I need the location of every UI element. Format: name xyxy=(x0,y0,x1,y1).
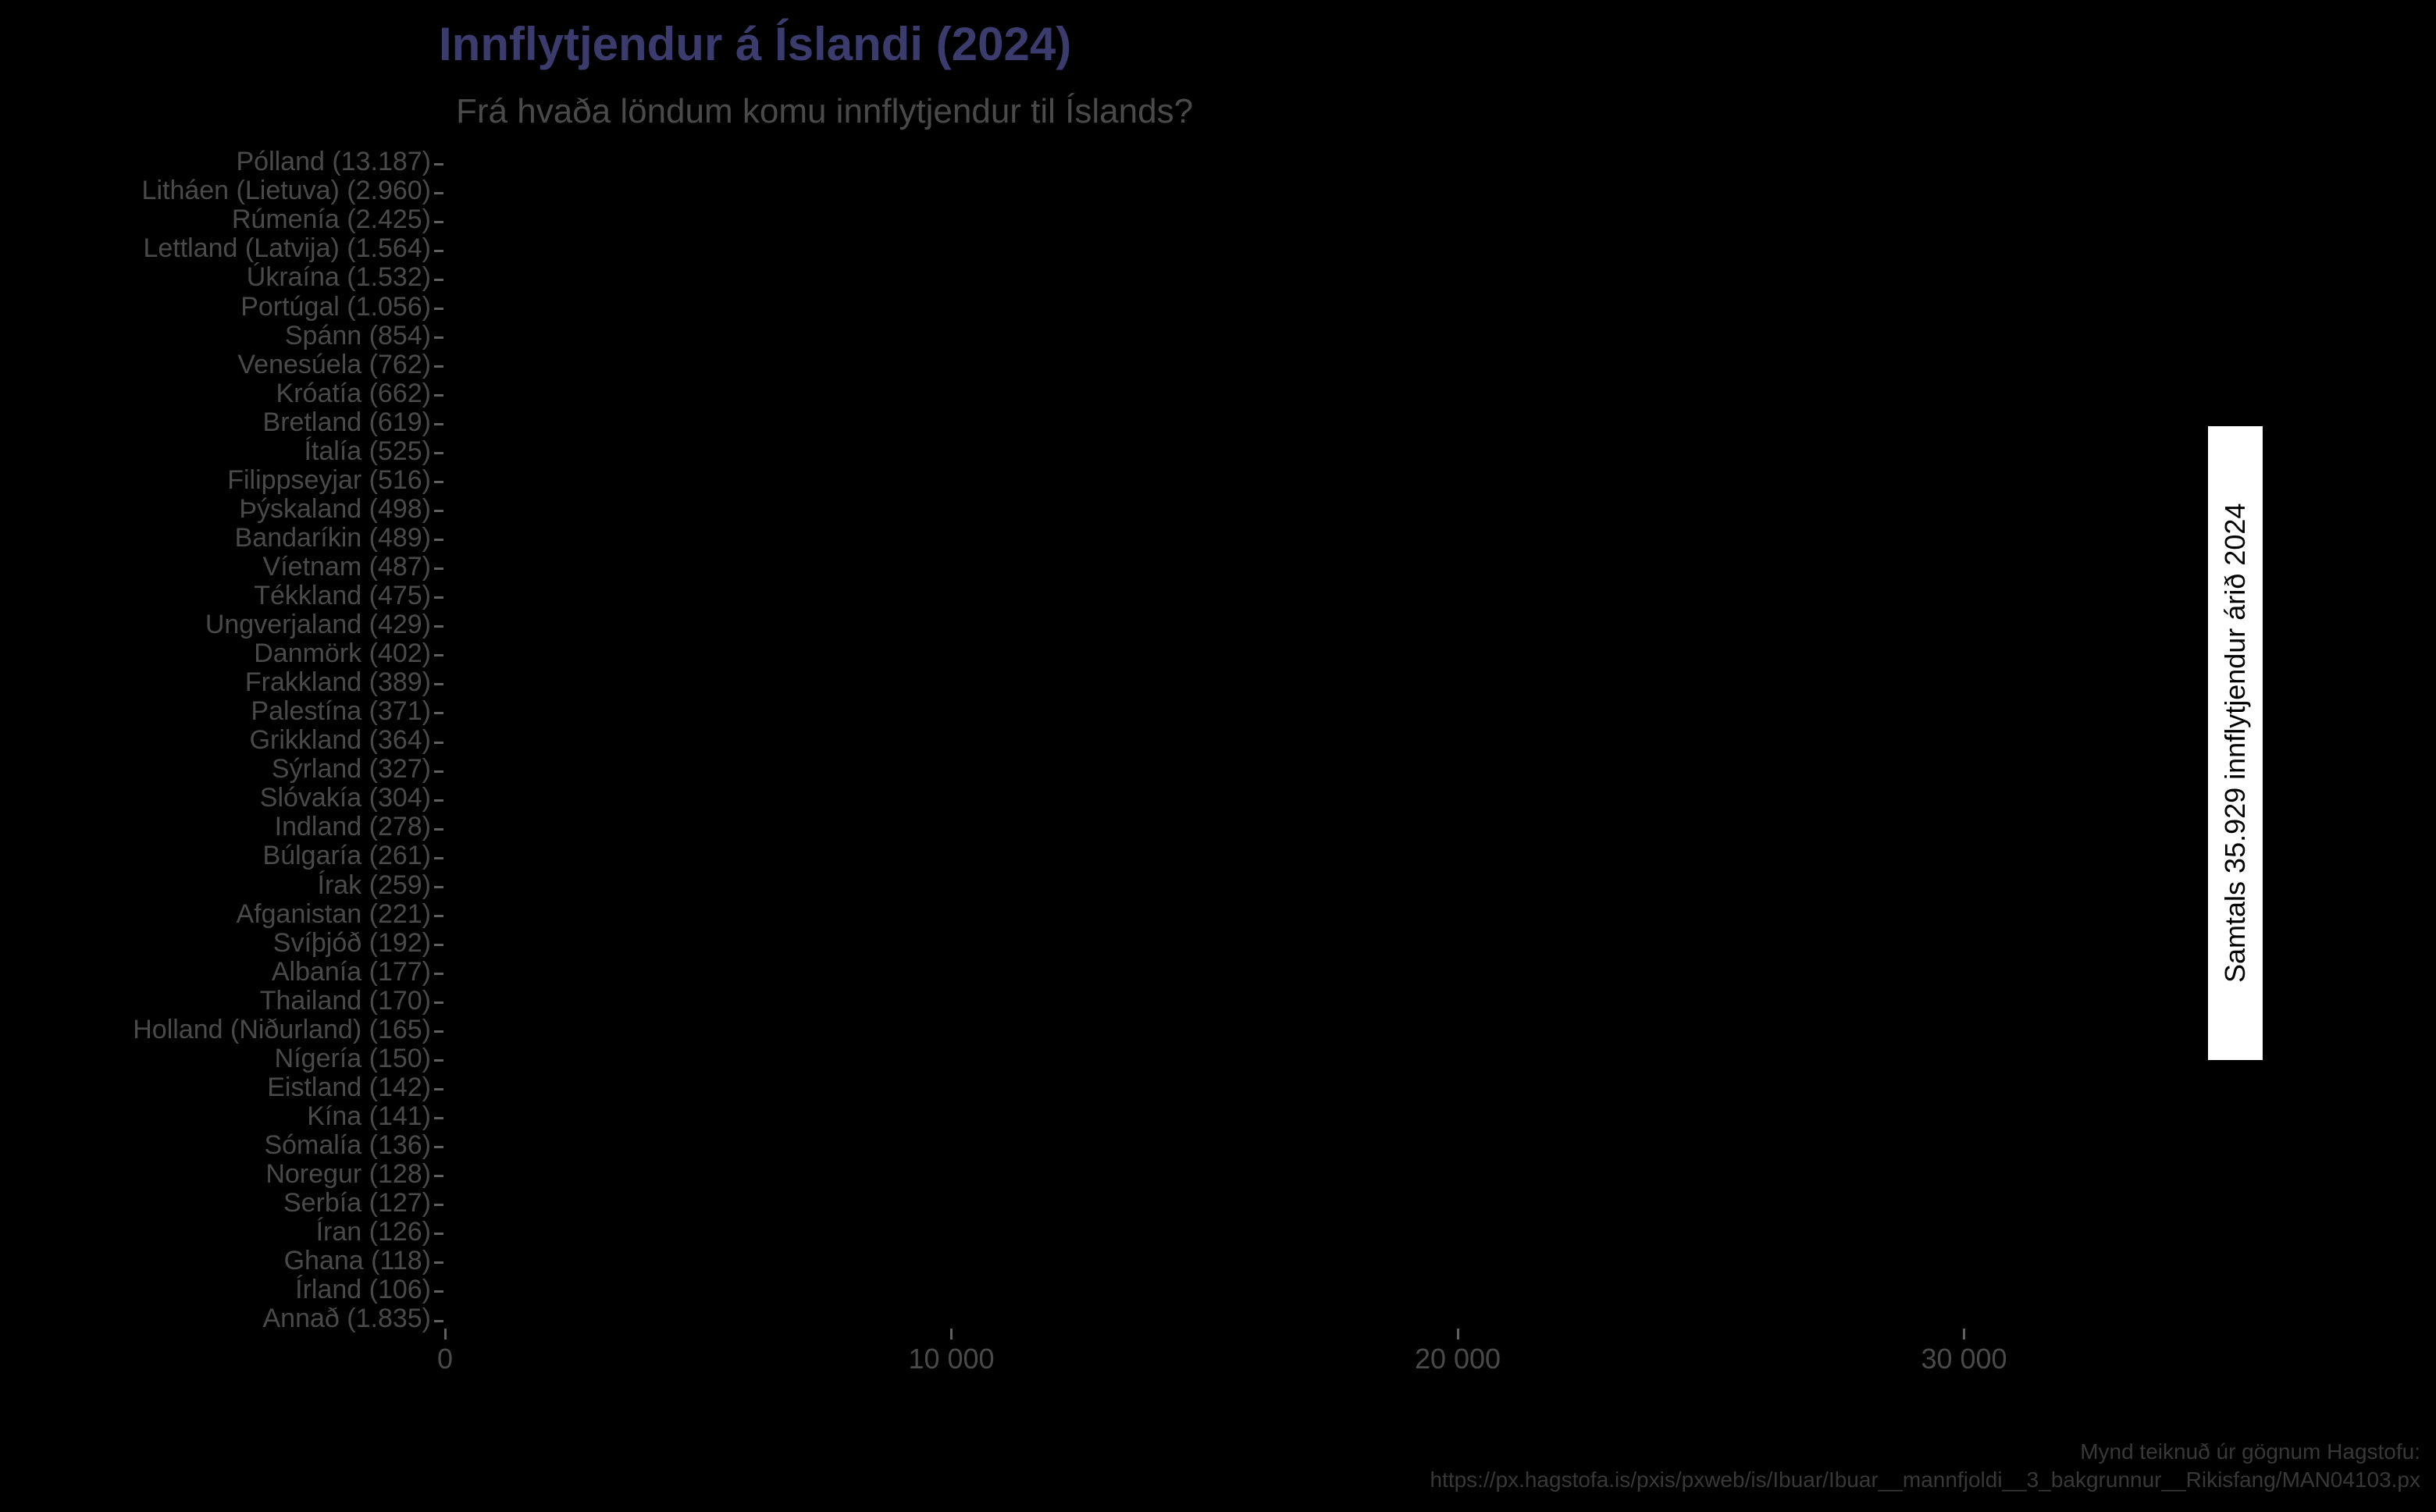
y-category-label: Lettland (Latvija) (1.564) xyxy=(143,235,431,263)
y-category-label: Bretland (619) xyxy=(263,409,431,437)
y-category-label: Írak (259) xyxy=(318,872,432,900)
y-category-label: Þýskaland (498) xyxy=(239,496,431,524)
y-category-label: Ghana (118) xyxy=(284,1247,431,1275)
y-category-label: Tékkland (475) xyxy=(254,582,431,610)
y-tick xyxy=(434,1175,443,1177)
y-tick xyxy=(434,250,443,252)
y-category-label: Víetnam (487) xyxy=(263,553,431,582)
y-category-label: Eistland (142) xyxy=(267,1074,431,1102)
y-category-label: Pólland (13.187) xyxy=(236,148,431,176)
y-category-label: Búlgaría (261) xyxy=(263,842,431,870)
y-category-label: Filippseyjar (516) xyxy=(227,467,431,495)
y-tick xyxy=(434,221,443,223)
y-category-label: Frakkland (389) xyxy=(245,669,431,697)
chart-title: Innflytjendur á Íslandi (2024) xyxy=(439,17,1071,71)
y-category-label: Indland (278) xyxy=(275,813,431,841)
y-tick xyxy=(434,308,443,310)
y-tick xyxy=(434,336,443,339)
y-tick xyxy=(434,423,443,425)
y-category-label: Bandaríkin (489) xyxy=(235,525,431,553)
y-tick xyxy=(434,1261,443,1264)
y-tick xyxy=(434,481,443,483)
y-tick xyxy=(434,1290,443,1293)
y-tick xyxy=(434,857,443,859)
y-category-label: Spánn (854) xyxy=(285,322,431,350)
y-category-label: Thailand (170) xyxy=(260,987,431,1016)
x-tick xyxy=(444,1329,447,1339)
y-category-label: Annað (1.835) xyxy=(263,1305,432,1333)
total-annotation: Samtals 35.929 innflytjendur árið 2024 xyxy=(2208,426,2263,1060)
y-tick xyxy=(434,683,443,685)
y-category-label: Íran (126) xyxy=(316,1218,431,1247)
y-tick xyxy=(434,452,443,454)
chart-subtitle: Frá hvaða löndum komu innflytjendur til … xyxy=(456,92,1193,131)
y-tick xyxy=(434,1146,443,1148)
y-tick xyxy=(434,365,443,368)
y-category-label: Svíþjóð (192) xyxy=(273,930,431,958)
x-tick-label: 0 xyxy=(437,1343,453,1375)
y-tick xyxy=(434,1088,443,1090)
y-tick xyxy=(434,539,443,541)
y-category-label: Afganistan (221) xyxy=(237,901,432,929)
y-category-label: Slóvakía (304) xyxy=(260,784,431,813)
y-tick xyxy=(434,1204,443,1206)
y-tick xyxy=(434,799,443,802)
y-tick xyxy=(434,1001,443,1004)
x-tick-label: 30 000 xyxy=(1921,1343,2007,1375)
y-tick xyxy=(434,1117,443,1119)
y-tick xyxy=(434,915,443,917)
y-tick xyxy=(434,1320,443,1322)
y-tick xyxy=(434,394,443,397)
y-category-label: Litháen (Lietuva) (2.960) xyxy=(142,177,431,205)
x-tick xyxy=(1457,1329,1459,1339)
y-tick xyxy=(434,944,443,946)
y-category-label: Úkraína (1.532) xyxy=(247,264,431,292)
x-tick-label: 10 000 xyxy=(908,1343,994,1375)
y-category-label: Albanía (177) xyxy=(272,959,431,987)
caption-line: https://px.hagstofa.is/pxis/pxweb/is/Ibu… xyxy=(1430,1468,2420,1492)
x-tick-label: 20 000 xyxy=(1415,1343,1501,1375)
y-tick xyxy=(434,596,443,599)
y-category-label: Nígería (150) xyxy=(275,1045,431,1073)
y-tick xyxy=(434,973,443,975)
y-tick xyxy=(434,279,443,281)
y-category-label: Serbía (127) xyxy=(283,1190,431,1218)
y-tick xyxy=(434,1059,443,1062)
y-category-label: Palestína (371) xyxy=(251,698,431,726)
x-tick xyxy=(1963,1329,1965,1339)
y-category-label: Danmörk (402) xyxy=(254,640,431,668)
y-tick xyxy=(434,742,443,744)
y-tick xyxy=(434,828,443,831)
chart-stage: Innflytjendur á Íslandi (2024) Frá hvaða … xyxy=(0,0,2436,1512)
y-category-label: Grikkland (364) xyxy=(250,727,431,755)
y-tick xyxy=(434,192,443,194)
y-category-label: Írland (106) xyxy=(295,1276,431,1304)
y-tick xyxy=(434,770,443,773)
y-category-label: Noregur (128) xyxy=(265,1161,431,1189)
y-category-label: Holland (Niðurland) (165) xyxy=(133,1016,431,1044)
y-category-label: Ítalía (525) xyxy=(304,438,431,466)
y-category-label: Króatía (662) xyxy=(276,380,431,408)
y-tick xyxy=(434,1233,443,1235)
y-category-label: Kína (141) xyxy=(307,1103,431,1131)
y-category-label: Sómalía (136) xyxy=(264,1132,431,1160)
y-tick xyxy=(434,625,443,628)
x-tick xyxy=(950,1329,953,1339)
y-category-label: Rúmenía (2.425) xyxy=(232,206,431,234)
y-tick xyxy=(434,567,443,570)
y-tick xyxy=(434,1030,443,1033)
y-category-label: Portúgal (1.056) xyxy=(240,294,431,322)
y-tick xyxy=(434,886,443,888)
y-tick xyxy=(434,712,443,714)
y-category-label: Ungverjaland (429) xyxy=(205,611,431,639)
y-tick xyxy=(434,163,443,165)
y-tick xyxy=(434,510,443,512)
y-category-label: Venesúela (762) xyxy=(237,351,431,379)
y-tick xyxy=(434,654,443,656)
y-category-label: Sýrland (327) xyxy=(272,756,431,784)
caption-line: Mynd teiknuð úr gögnum Hagstofu: xyxy=(2080,1439,2420,1464)
